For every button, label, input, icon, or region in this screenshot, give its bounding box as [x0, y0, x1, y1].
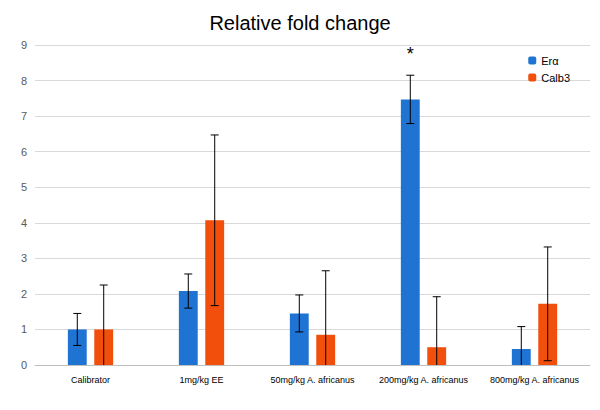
svg-text:Relative fold change: Relative fold change	[209, 12, 390, 34]
svg-text:7: 7	[21, 110, 27, 122]
svg-text:0: 0	[21, 359, 27, 371]
svg-text:3: 3	[21, 252, 27, 264]
svg-text:*: *	[407, 44, 414, 64]
svg-text:8: 8	[21, 75, 27, 87]
svg-text:800mg/kg A. africanus: 800mg/kg A. africanus	[490, 375, 580, 385]
svg-text:2: 2	[21, 288, 27, 300]
svg-text:1mg/kg EE: 1mg/kg EE	[179, 375, 223, 385]
svg-text:1: 1	[21, 323, 27, 335]
svg-text:50mg/kg A. africanus: 50mg/kg A. africanus	[270, 375, 355, 385]
svg-text:5: 5	[21, 181, 27, 193]
svg-text:200mg/kg A. africanus: 200mg/kg A. africanus	[379, 375, 469, 385]
svg-text:Calibrator: Calibrator	[71, 375, 110, 385]
svg-text:Calb3: Calb3	[541, 72, 570, 84]
svg-text:4: 4	[21, 217, 27, 229]
svg-text:6: 6	[21, 146, 27, 158]
svg-text:9: 9	[21, 39, 27, 51]
svg-text:Erα: Erα	[541, 55, 559, 67]
